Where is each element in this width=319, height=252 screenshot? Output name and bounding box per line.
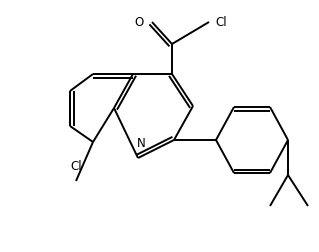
- Text: N: N: [137, 137, 145, 150]
- Text: Cl: Cl: [70, 160, 82, 173]
- Text: Cl: Cl: [215, 16, 226, 28]
- Text: O: O: [135, 16, 144, 28]
